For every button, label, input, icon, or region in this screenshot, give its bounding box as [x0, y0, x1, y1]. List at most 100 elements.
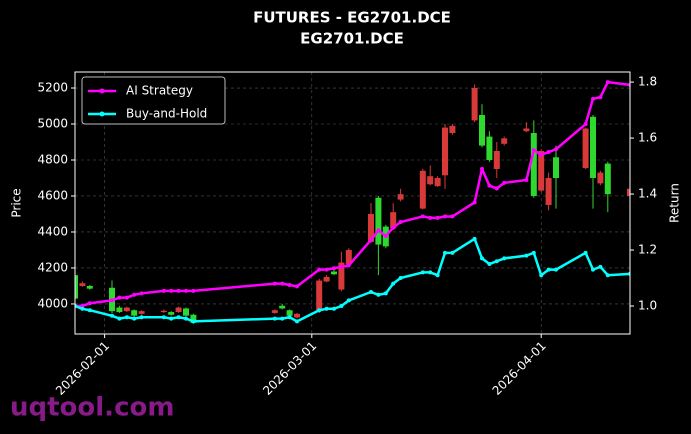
series-point: [524, 253, 529, 258]
series-point: [487, 183, 492, 188]
y2-tick-label: 1.8: [638, 75, 657, 89]
candle-body: [183, 308, 189, 316]
y-tick-label: 5000: [37, 117, 68, 131]
series-point: [117, 295, 122, 300]
series-point: [287, 283, 292, 288]
series-point: [280, 316, 285, 321]
y-axis-label: Price: [10, 188, 24, 217]
series-point: [117, 316, 122, 321]
x-tick-label: 2026-03-01: [260, 339, 319, 398]
candle-body: [538, 150, 545, 191]
series-point: [346, 263, 351, 268]
candle-body: [123, 307, 130, 312]
series-point: [494, 259, 499, 264]
y2-tick-label: 1.4: [638, 187, 657, 201]
series-point: [583, 250, 588, 255]
series-point: [332, 306, 336, 311]
series-point: [583, 122, 588, 127]
plot-frame: [74, 71, 631, 335]
candle-body: [75, 275, 78, 299]
candle-body: [390, 212, 397, 229]
candle-body: [323, 276, 330, 282]
y-tick-label: 5200: [37, 81, 68, 95]
candle-body: [279, 305, 286, 309]
series-point: [287, 315, 292, 320]
series-point: [317, 308, 322, 313]
series-point: [339, 304, 344, 309]
series-point: [502, 180, 507, 185]
series-point: [450, 250, 455, 255]
candle-body: [479, 115, 485, 146]
series-point: [139, 315, 144, 320]
series-point: [124, 315, 129, 320]
watermark: uqtool.com: [10, 393, 174, 423]
series-point: [539, 273, 544, 278]
series-point: [80, 306, 85, 311]
y-tick-label: 4200: [37, 260, 68, 274]
series-point: [369, 237, 373, 242]
series-point: [420, 270, 425, 275]
candle-body: [175, 307, 182, 313]
series-point: [443, 214, 447, 219]
series-point: [391, 281, 396, 286]
candle-body: [368, 213, 374, 242]
y-tick-label: 4600: [37, 188, 68, 202]
series-point: [554, 147, 558, 152]
series-point: [480, 166, 484, 171]
series-point: [317, 267, 322, 272]
candle-body: [294, 313, 300, 318]
series-point: [376, 228, 381, 233]
candle-body: [331, 271, 337, 275]
candle-body: [545, 177, 552, 205]
series-point: [443, 250, 447, 255]
candle-body: [271, 310, 278, 313]
candle-body: [604, 163, 611, 195]
candle-body: [190, 314, 197, 323]
series-point: [295, 284, 299, 289]
legend-box: [81, 76, 226, 125]
candle-body: [116, 307, 123, 313]
series-point: [531, 250, 536, 255]
candle-body: [501, 138, 508, 144]
candle-body: [434, 177, 441, 187]
candle-body: [427, 176, 434, 185]
series-point: [191, 288, 196, 293]
chart-subtitle: EG2701.DCE: [300, 30, 404, 48]
series-point: [450, 214, 455, 219]
series-point: [176, 315, 181, 320]
series-point: [480, 256, 484, 261]
series-point: [435, 215, 440, 220]
candle-body: [138, 311, 145, 314]
y2-tick-label: 1.0: [638, 299, 657, 313]
series-point: [80, 304, 85, 309]
series-point: [139, 291, 144, 296]
chart-title: FUTURES - EG2701.DCE: [253, 9, 451, 27]
series-point: [161, 315, 166, 320]
candle-body: [131, 310, 138, 316]
series-point: [435, 273, 440, 278]
series-point: [494, 186, 499, 191]
y2-tick-label: 1.2: [638, 243, 657, 257]
candle-body: [530, 133, 537, 196]
y2-tick-label: 1.6: [638, 131, 657, 145]
series-point: [428, 270, 433, 275]
series-point: [324, 306, 329, 311]
series-point: [332, 266, 336, 271]
series-point: [591, 267, 595, 272]
series-point: [176, 288, 181, 293]
series-point: [383, 291, 388, 296]
series-point: [191, 319, 196, 324]
series-point: [110, 298, 114, 303]
series-point: [324, 267, 329, 272]
series-point: [472, 236, 477, 241]
series-point: [272, 316, 277, 321]
series-point: [346, 298, 351, 303]
candle-body: [449, 125, 456, 134]
series-point: [132, 292, 137, 297]
series-point: [184, 288, 188, 293]
series-line: [75, 237, 630, 323]
candle-body: [338, 262, 345, 290]
candle-body: [79, 283, 86, 286]
candle-body: [168, 312, 175, 315]
